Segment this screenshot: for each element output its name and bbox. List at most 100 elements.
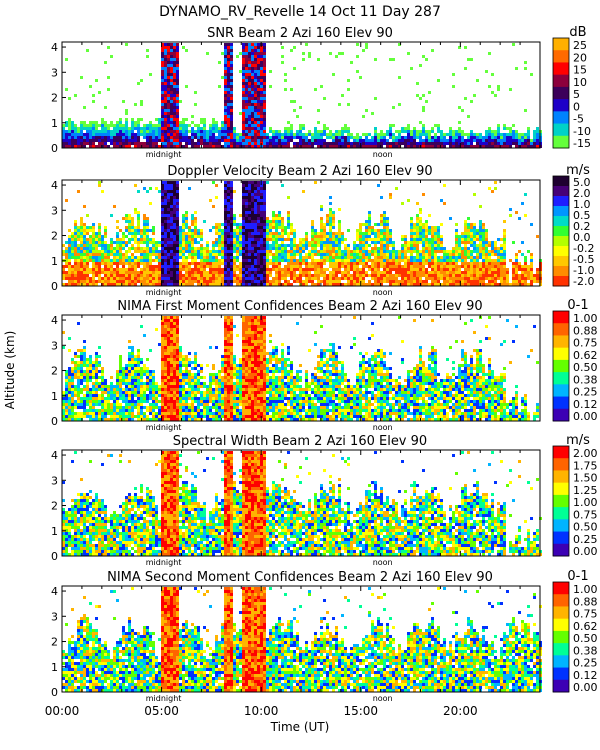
y-axis-label: Altitude (km) [3, 331, 17, 410]
heat-cell [260, 277, 263, 280]
heat-cell [254, 97, 257, 100]
heat-cell [161, 244, 164, 247]
heat-cell [221, 280, 224, 283]
heat-cell [146, 232, 149, 235]
heat-cell [248, 112, 251, 115]
heat-cell [197, 283, 200, 286]
heat-cell [278, 133, 281, 136]
heat-cell [527, 139, 530, 142]
heat-cell [410, 247, 413, 250]
heat-cell [392, 136, 395, 139]
heat-cell [410, 280, 413, 283]
heat-cell [197, 229, 200, 232]
heat-cell [146, 250, 149, 253]
heat-cell [251, 124, 254, 127]
heat-cell [209, 277, 212, 280]
heat-cell [395, 256, 398, 259]
heat-cell [176, 142, 179, 145]
heat-cell [374, 223, 377, 226]
heat-cell [335, 142, 338, 145]
heat-cell [467, 139, 470, 142]
heat-cell [77, 283, 80, 286]
heat-cell [248, 253, 251, 256]
heat-cell [482, 244, 485, 247]
heat-cell [245, 133, 248, 136]
heat-cell [485, 235, 488, 238]
heat-cell [167, 73, 170, 76]
heat-cell [248, 229, 251, 232]
heat-cell [509, 145, 512, 148]
heat-cell [359, 229, 362, 232]
heat-cell [146, 271, 149, 274]
heat-cell [488, 274, 491, 277]
heat-cell [173, 238, 176, 241]
heat-cell [116, 136, 119, 139]
heat-cell [404, 250, 407, 253]
heat-cell [335, 262, 338, 265]
heat-cell [83, 265, 86, 268]
heat-cell [164, 196, 167, 199]
heat-cell [449, 139, 452, 142]
heat-cell [137, 139, 140, 142]
heat-cell [359, 277, 362, 280]
heat-cell [455, 277, 458, 280]
heat-cell [176, 202, 179, 205]
heat-cell [299, 238, 302, 241]
heat-cell [182, 250, 185, 253]
heat-cell [254, 55, 257, 58]
heat-cell [170, 124, 173, 127]
heat-cell [455, 271, 458, 274]
heat-cell [464, 235, 467, 238]
heat-cell [68, 133, 71, 136]
heat-cell [443, 277, 446, 280]
heat-cell [500, 145, 503, 148]
heat-cell [359, 232, 362, 235]
heat-cell [284, 226, 287, 229]
heat-cell [62, 403, 65, 406]
heat-cell [239, 241, 242, 244]
heat-cell [230, 79, 233, 82]
heat-cell [257, 88, 260, 91]
heat-cell [515, 271, 518, 274]
heat-cell [233, 268, 236, 271]
heat-cell [242, 142, 245, 145]
heat-cell [215, 226, 218, 229]
heat-cell [389, 238, 392, 241]
heat-cell [398, 142, 401, 145]
heat-cell [110, 283, 113, 286]
heat-cell [275, 214, 278, 217]
heat-cell [272, 214, 275, 217]
heat-cell [437, 259, 440, 262]
heat-cell [464, 223, 467, 226]
heat-cell [257, 199, 260, 202]
heat-cell [377, 238, 380, 241]
heat-cell [392, 139, 395, 142]
heat-cell [185, 127, 188, 130]
heat-cell [410, 238, 413, 241]
heat-cell [392, 58, 395, 61]
heat-cell [407, 139, 410, 142]
heat-cell [233, 280, 236, 283]
heat-cell [254, 145, 257, 148]
heat-cell [272, 268, 275, 271]
heat-cell [227, 199, 230, 202]
heat-cell [317, 271, 320, 274]
heat-cell [332, 223, 335, 226]
heat-cell [365, 265, 368, 268]
heat-cell [161, 79, 164, 82]
heat-cell [389, 277, 392, 280]
heat-cell [80, 244, 83, 247]
heat-cell [107, 271, 110, 274]
heat-cell [200, 136, 203, 139]
heat-cell [209, 265, 212, 268]
heat-cell [185, 223, 188, 226]
heat-cell [146, 223, 149, 226]
heat-cell [194, 91, 197, 94]
heat-cell [224, 91, 227, 94]
heat-cell [410, 223, 413, 226]
heat-cell [71, 235, 74, 238]
heat-cell [149, 121, 152, 124]
heat-cell [326, 214, 329, 217]
heat-cell [386, 253, 389, 256]
